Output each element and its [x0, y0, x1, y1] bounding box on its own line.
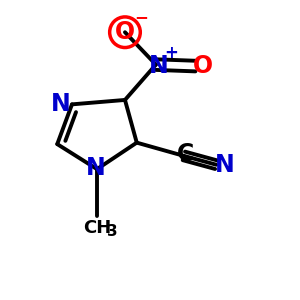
Text: C: C	[177, 142, 194, 167]
Text: O: O	[115, 20, 135, 44]
Text: N: N	[215, 153, 235, 177]
Text: +: +	[164, 44, 178, 62]
Text: −: −	[134, 8, 148, 26]
Text: N: N	[149, 54, 169, 78]
Text: N: N	[86, 156, 105, 180]
Text: O: O	[193, 54, 213, 78]
Text: CH: CH	[83, 219, 112, 237]
Text: 3: 3	[107, 224, 118, 238]
Text: N: N	[51, 92, 71, 116]
